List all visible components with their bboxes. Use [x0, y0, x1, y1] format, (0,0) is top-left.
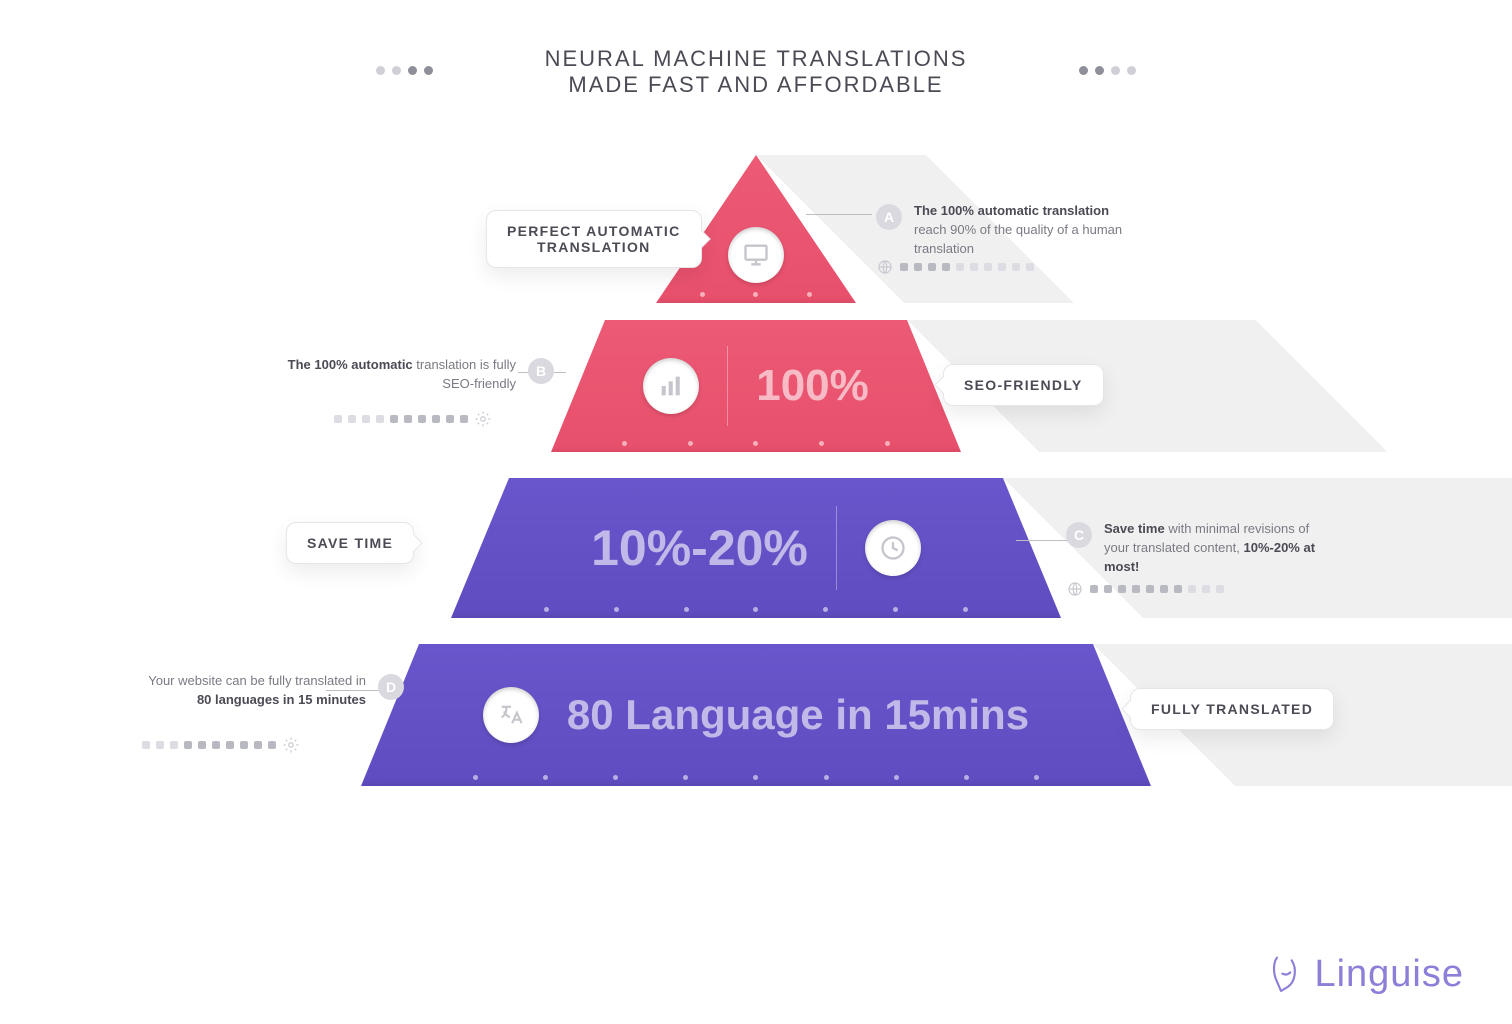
- brand-logo: Linguise: [1268, 953, 1464, 996]
- layer-base-dots: [451, 607, 1061, 612]
- progress-dots-B: [334, 410, 492, 428]
- clock-icon: [865, 520, 921, 576]
- pyramid-layer-B: 100%: [551, 320, 961, 452]
- note-B: B The 100% automatic translation is fully…: [286, 356, 554, 394]
- logo-text: Linguise: [1314, 953, 1464, 996]
- bars-icon: [643, 358, 699, 414]
- infographic-stage: NEURAL MACHINE TRANSLATIONS MADE FAST AN…: [76, 0, 1436, 920]
- note-C: C Save time with minimal revisions of you…: [1066, 520, 1334, 577]
- logo-icon: [1268, 955, 1302, 995]
- page-title: NEURAL MACHINE TRANSLATIONS MADE FAST AN…: [76, 46, 1436, 98]
- callout-bubble-C: SAVE TIME: [286, 522, 414, 564]
- callout-bubble-B: SEO-FRIENDLY: [943, 364, 1104, 406]
- layer-content: 80 Language in 15mins: [361, 644, 1151, 786]
- layer-divider: [727, 346, 728, 425]
- title-line-2: MADE FAST AND AFFORDABLE: [76, 72, 1436, 98]
- callout-bubble-D: FULLY TRANSLATED: [1130, 688, 1334, 730]
- lang-icon: [483, 687, 539, 743]
- title-line-1: NEURAL MACHINE TRANSLATIONS: [76, 46, 1436, 72]
- note-text: Save time with minimal revisions of your…: [1104, 520, 1334, 577]
- header-dots-right: [1079, 66, 1136, 75]
- pyramid-slab: 10%-20%: [451, 478, 1061, 618]
- layer-divider: [836, 506, 837, 590]
- note-text: Your website can be fully translated in …: [136, 672, 366, 710]
- connector-A: [806, 214, 872, 215]
- note-badge: D: [378, 674, 404, 700]
- monitor-icon: [728, 227, 784, 283]
- note-D: D Your website can be fully translated in…: [136, 672, 404, 710]
- header-dots-left: [376, 66, 433, 75]
- layer-base-dots: [361, 775, 1151, 780]
- note-badge: A: [876, 204, 902, 230]
- layer-base-dots: [551, 441, 961, 446]
- pyramid-slab: 80 Language in 15mins: [361, 644, 1151, 786]
- note-badge: B: [528, 358, 554, 384]
- connector-C: [1016, 540, 1070, 541]
- note-badge: C: [1066, 522, 1092, 548]
- callout-bubble-A: PERFECT AUTOMATIC TRANSLATION: [486, 210, 702, 268]
- layer-content: 10%-20%: [451, 478, 1061, 618]
- pyramid-slab: 100%: [551, 320, 961, 452]
- note-text: The 100% automatic translation reach 90%…: [914, 202, 1144, 259]
- layer-stat: 80 Language in 15mins: [567, 691, 1029, 739]
- layer-content: 100%: [551, 320, 961, 452]
- progress-dots-C: [1066, 580, 1224, 598]
- layer-stat: 10%-20%: [591, 519, 808, 577]
- layer-base-dots: [656, 292, 856, 297]
- note-A: A The 100% automatic translation reach 90…: [876, 202, 1144, 259]
- pyramid-layer-D: 80 Language in 15mins: [361, 644, 1151, 786]
- layer-stat: 100%: [756, 361, 869, 411]
- pyramid-layer-C: 10%-20%: [451, 478, 1061, 618]
- progress-dots-D: [142, 736, 300, 754]
- note-text: The 100% automatic translation is fully …: [286, 356, 516, 394]
- progress-dots-A: [876, 258, 1034, 276]
